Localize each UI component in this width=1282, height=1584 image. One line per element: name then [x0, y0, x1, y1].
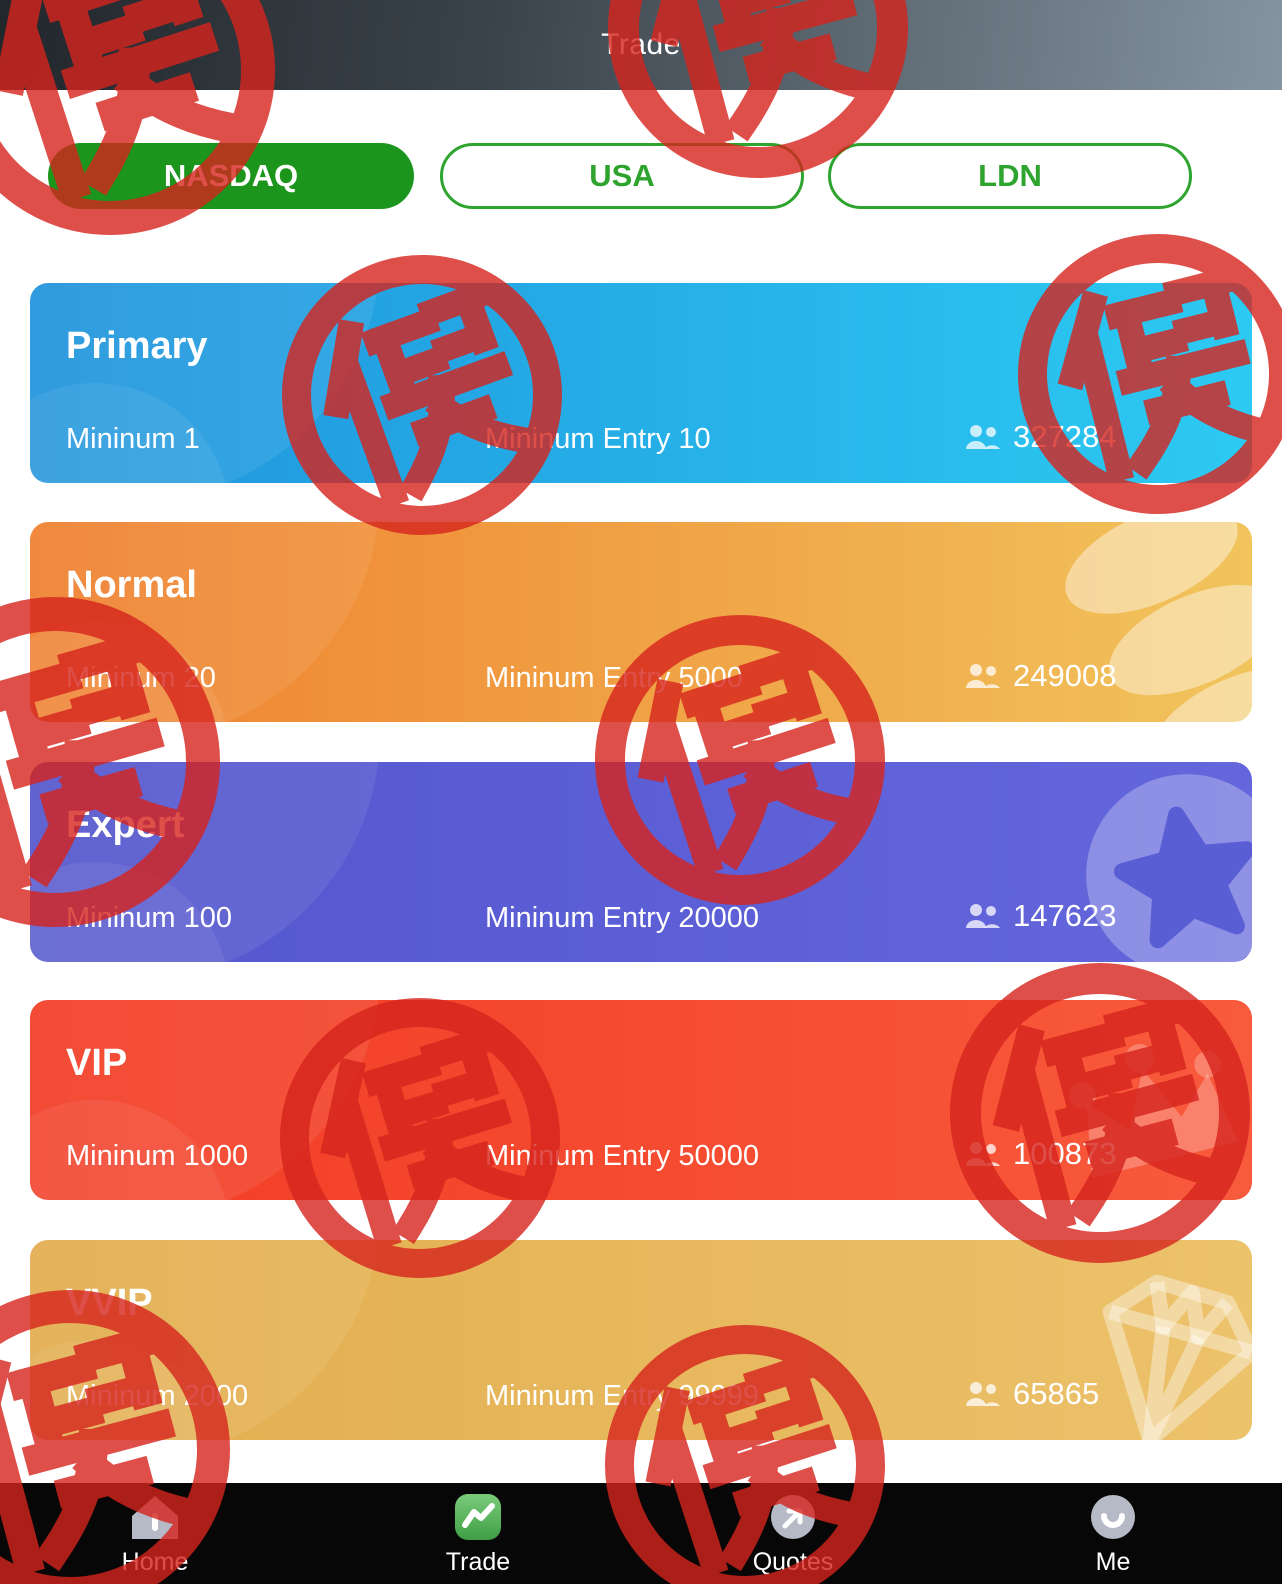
nav-item-home[interactable]: Home	[70, 1489, 240, 1577]
tier-members-count: 65865	[1013, 1376, 1100, 1411]
tier-card-vvip[interactable]: VVIP Mininum 2000 Mininum Entry 99999 65…	[30, 1240, 1252, 1440]
tier-members: 249008	[965, 658, 1116, 694]
tier-card-normal[interactable]: Normal Mininum 20 Mininum Entry 5000 249…	[30, 522, 1252, 722]
tab-usa-label: USA	[589, 158, 655, 193]
bottom-nav: Home Trade Quotes Me	[0, 1483, 1282, 1584]
tier-card-expert[interactable]: Expert Mininum 100 Mininum Entry 20000 1…	[30, 762, 1252, 962]
tier-name: VVIP	[66, 1282, 153, 1324]
tab-nasdaq-label: NASDAQ	[163, 158, 299, 193]
tab-usa[interactable]: USA	[440, 143, 804, 209]
tier-minimum-entry: Mininum Entry 20000	[485, 902, 760, 934]
tier-members: 147623	[965, 898, 1116, 934]
tab-ldn-label: LDN	[978, 158, 1042, 193]
nav-label: Trade	[445, 1548, 511, 1576]
members-icon	[966, 425, 1000, 449]
tier-members-count: 100873	[1013, 1136, 1117, 1171]
tier-minimum: Mininum 100	[66, 902, 233, 934]
tier-minimum: Mininum 1	[66, 423, 200, 455]
tier-card-vip[interactable]: VIP Mininum 1000 Mininum Entry 50000 100…	[30, 1000, 1252, 1200]
nav-label: Home	[121, 1548, 189, 1576]
tier-minimum-entry: Mininum Entry 10	[485, 423, 711, 455]
tier-name: VIP	[66, 1042, 128, 1084]
nav-item-trade[interactable]: Trade	[393, 1489, 563, 1577]
tier-name: Expert	[66, 804, 185, 846]
tier-members: 65865	[965, 1376, 1099, 1412]
members-icon	[966, 1382, 1000, 1406]
tier-minimum-entry: Mininum Entry 50000	[485, 1140, 760, 1172]
nav-item-me[interactable]: Me	[1028, 1489, 1198, 1577]
nav-label: Quotes	[752, 1548, 834, 1576]
members-icon	[966, 1142, 1000, 1166]
tier-card-primary[interactable]: Primary Mininum 1 Mininum Entry 10 32728…	[30, 283, 1252, 483]
header: Trade	[0, 0, 1282, 90]
tier-name: Primary	[66, 325, 208, 367]
tier-members: 327284	[965, 419, 1116, 455]
nav-item-quotes[interactable]: Quotes	[708, 1489, 878, 1577]
me-icon	[1091, 1495, 1135, 1539]
quotes-icon	[771, 1495, 815, 1539]
tier-name: Normal	[66, 564, 197, 606]
members-icon	[966, 664, 1000, 688]
home-icon	[132, 1496, 178, 1539]
nav-label: Me	[1095, 1548, 1131, 1576]
tier-minimum-entry: Mininum Entry 5000	[485, 662, 743, 694]
tier-minimum-entry: Mininum Entry 99999	[485, 1380, 760, 1412]
members-icon	[966, 904, 1000, 928]
tier-minimum: Mininum 1000	[66, 1140, 249, 1172]
tier-minimum: Mininum 20	[66, 662, 216, 694]
tier-minimum: Mininum 2000	[66, 1380, 249, 1412]
tier-members: 100873	[965, 1136, 1116, 1172]
tier-members-count: 249008	[1013, 658, 1117, 693]
tier-members-count: 327284	[1013, 419, 1117, 454]
trade-chart-icon	[455, 1494, 501, 1540]
tab-ldn[interactable]: LDN	[828, 143, 1192, 209]
page-title: Trade	[601, 28, 681, 61]
tier-members-count: 147623	[1013, 898, 1117, 933]
tab-nasdaq[interactable]: NASDAQ	[48, 143, 414, 209]
